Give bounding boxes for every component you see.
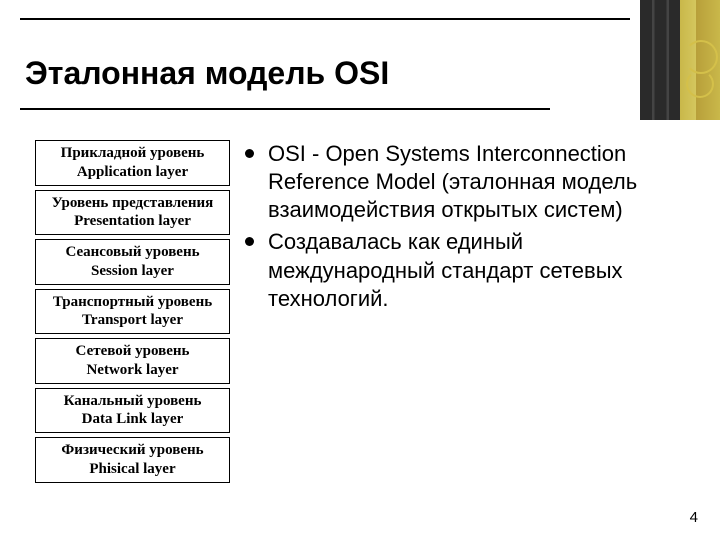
bullet-text: OSI - Open Systems Interconnection Refer… — [268, 140, 695, 224]
bullet-dot-icon — [245, 149, 254, 158]
layer-transport: Транспортный уровень Transport layer — [35, 289, 230, 335]
layer-label-en: Presentation layer — [40, 212, 225, 231]
layer-label-en: Session layer — [40, 262, 225, 281]
slide-title: Эталонная модель OSI — [25, 55, 389, 92]
osi-layers-diagram: Прикладной уровень Application layer Уро… — [35, 140, 230, 483]
bullet-text: Создавалась как единый международный ста… — [268, 228, 695, 312]
layer-label-ru: Физический уровень — [40, 441, 225, 460]
layer-datalink: Канальный уровень Data Link layer — [35, 388, 230, 434]
content-area: Прикладной уровень Application layer Уро… — [35, 140, 695, 483]
corner-decorative-image — [640, 0, 720, 120]
layer-presentation: Уровень представления Presentation layer — [35, 190, 230, 236]
page-number: 4 — [690, 509, 698, 526]
bullet-item: OSI - Open Systems Interconnection Refer… — [245, 140, 695, 224]
layer-label-ru: Уровень представления — [40, 194, 225, 213]
bullet-dot-icon — [245, 237, 254, 246]
layer-label-en: Phisical layer — [40, 460, 225, 479]
layer-session: Сеансовый уровень Session layer — [35, 239, 230, 285]
layer-label-ru: Прикладной уровень — [40, 144, 225, 163]
layer-physical: Физический уровень Phisical layer — [35, 437, 230, 483]
layer-application: Прикладной уровень Application layer — [35, 140, 230, 186]
top-accent-line — [20, 18, 630, 20]
layer-label-en: Transport layer — [40, 311, 225, 330]
bullet-list: OSI - Open Systems Interconnection Refer… — [245, 140, 695, 483]
layer-network: Сетевой уровень Network layer — [35, 338, 230, 384]
bullet-item: Создавалась как единый международный ста… — [245, 228, 695, 312]
layer-label-en: Data Link layer — [40, 410, 225, 429]
title-underline — [20, 108, 550, 110]
layer-label-ru: Канальный уровень — [40, 392, 225, 411]
layer-label-en: Application layer — [40, 163, 225, 182]
layer-label-ru: Сеансовый уровень — [40, 243, 225, 262]
layer-label-en: Network layer — [40, 361, 225, 380]
layer-label-ru: Сетевой уровень — [40, 342, 225, 361]
layer-label-ru: Транспортный уровень — [40, 293, 225, 312]
